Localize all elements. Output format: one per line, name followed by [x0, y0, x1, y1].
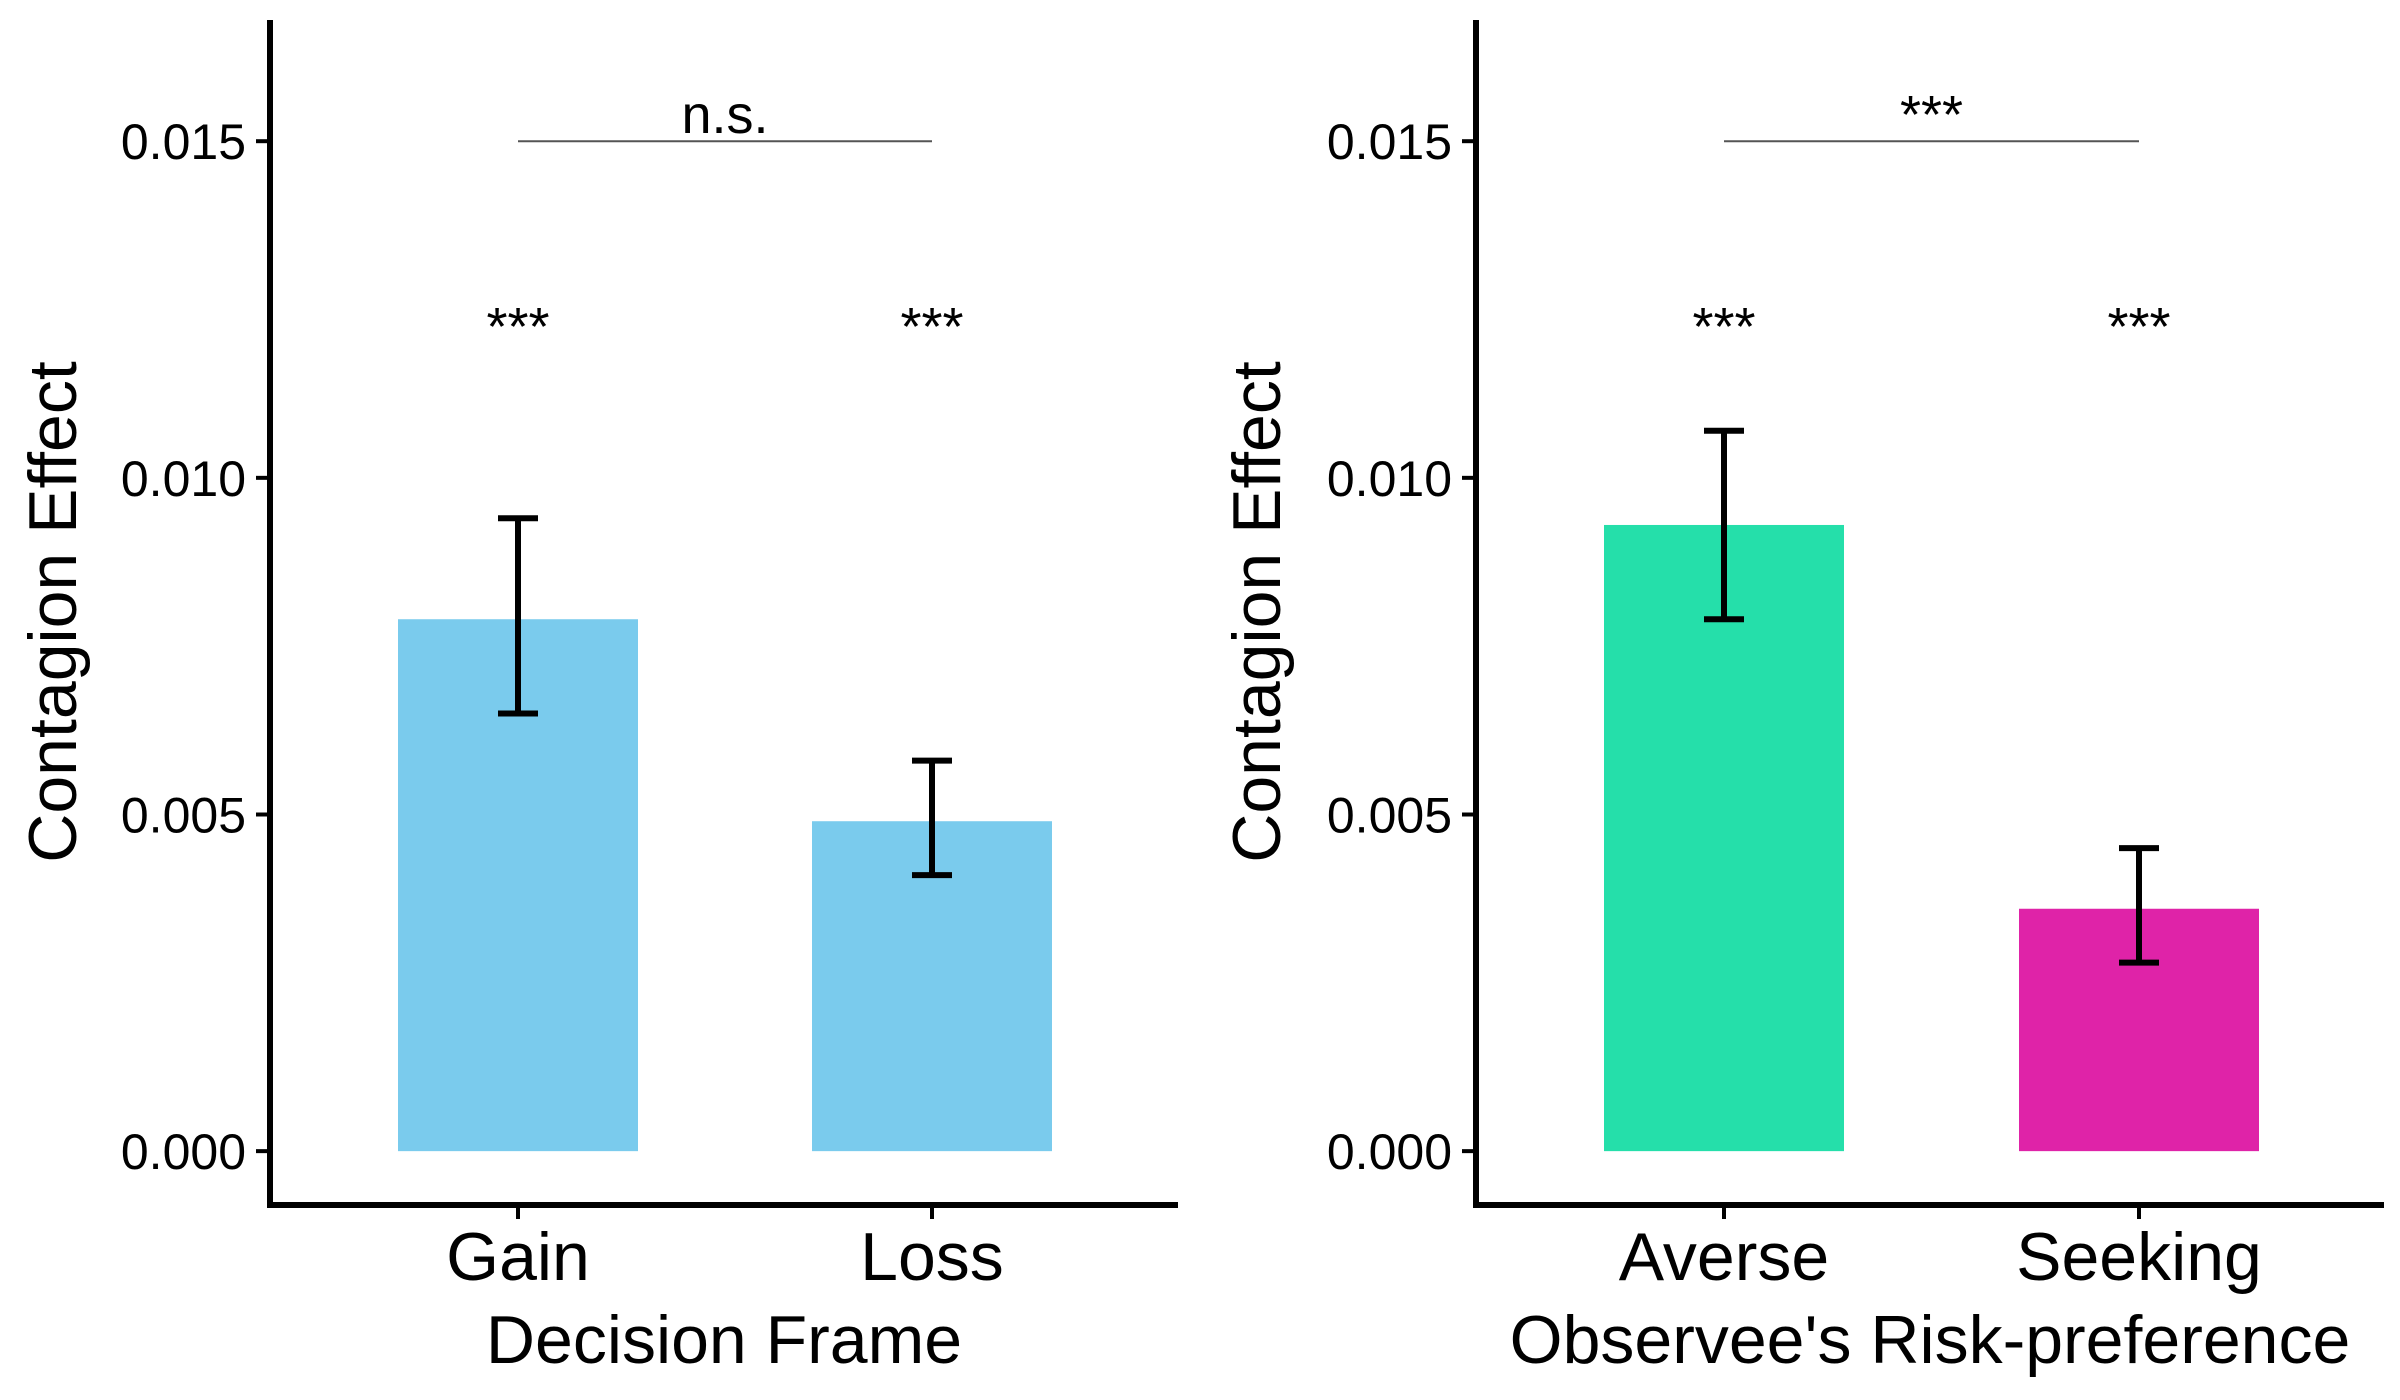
left-panel-decision-frame: *** *** n.s. 0.000 0.005 0.010 0.015 Gain LossDe… [15, 20, 1178, 1378]
y-tick-label: 0.015 [1327, 114, 1452, 170]
y-axis-title: Contagion Effect [15, 361, 91, 863]
y-tick-label: 0.000 [121, 1124, 246, 1180]
y-tick-label: 0.005 [1327, 787, 1452, 843]
significance-label-loss: *** [900, 297, 963, 357]
right-panel-risk-preference: *** *** *** 0.000 0.005 0.010 0.015 Averse Seeki… [1219, 20, 2384, 1378]
significance-label-seeking: *** [2107, 297, 2170, 357]
significance-label-averse: *** [1692, 297, 1755, 357]
y-tick-label: 0.010 [121, 451, 246, 507]
error-bar-seeking [2119, 845, 2159, 966]
x-axis-title: Observee's Risk-preference [1510, 1302, 2351, 1378]
x-tick-label-gain: Gain [446, 1219, 590, 1295]
y-tick-label: 0.000 [1327, 1124, 1452, 1180]
y-tick-label: 0.005 [121, 787, 246, 843]
significance-label-gain: *** [486, 297, 549, 357]
y-tick-label: 0.015 [121, 114, 246, 170]
x-tick-label-loss: Loss [860, 1219, 1004, 1295]
x-tick-label-averse: Averse [1619, 1219, 1829, 1295]
error-bar-averse [1704, 427, 1744, 623]
x-axis-title: Decision Frame [486, 1302, 962, 1378]
error-bar-loss [912, 757, 952, 879]
x-tick-label-seeking: Seeking [2016, 1219, 2262, 1295]
comparison-label: n.s. [681, 85, 768, 145]
comparison-label: *** [1900, 85, 1963, 145]
error-bar-gain [498, 515, 538, 717]
y-axis-title: Contagion Effect [1219, 361, 1295, 863]
bar-averse [1604, 524, 1844, 1152]
y-tick-label: 0.010 [1327, 451, 1452, 507]
